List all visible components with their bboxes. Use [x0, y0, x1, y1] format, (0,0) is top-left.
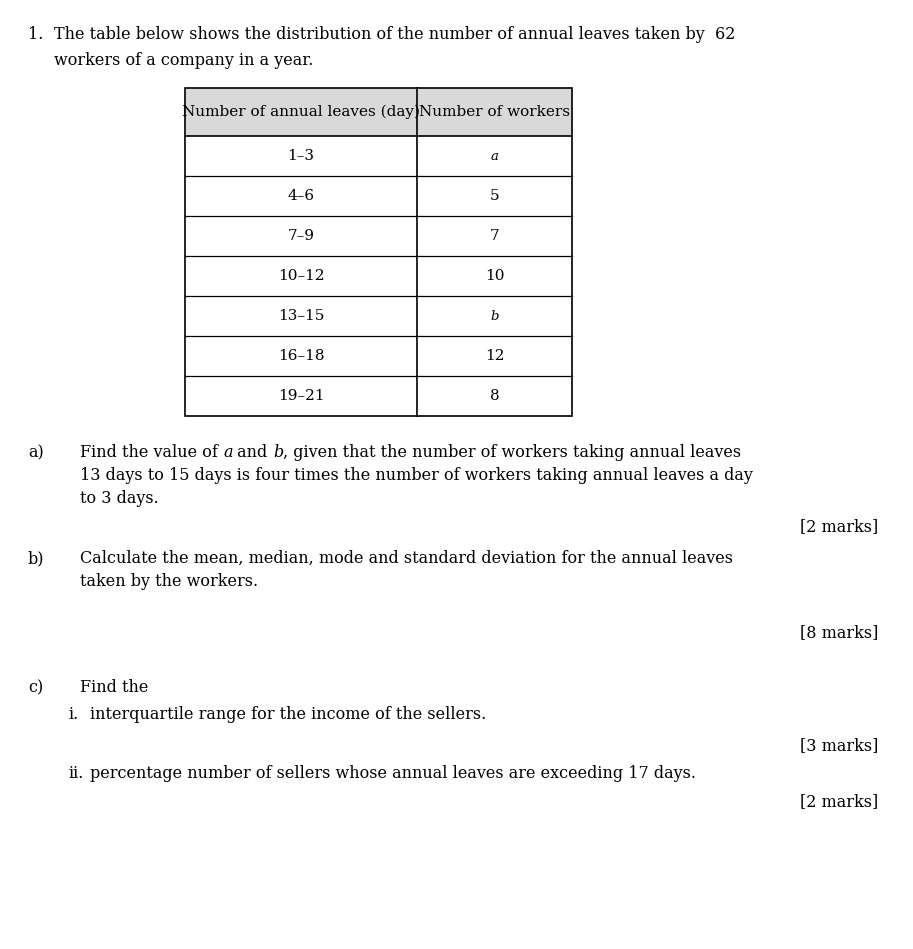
- Text: c): c): [28, 679, 43, 696]
- Text: b: b: [490, 309, 498, 323]
- Text: 13 days to 15 days is four times the number of workers taking annual leaves a da: 13 days to 15 days is four times the num…: [80, 467, 753, 484]
- Text: Number of workers: Number of workers: [419, 105, 570, 119]
- Text: Number of annual leaves (day): Number of annual leaves (day): [182, 104, 420, 120]
- Text: interquartile range for the income of the sellers.: interquartile range for the income of th…: [90, 706, 487, 723]
- Text: 10: 10: [485, 269, 504, 283]
- Text: 10–12: 10–12: [278, 269, 324, 283]
- Text: 12: 12: [485, 349, 504, 363]
- Text: b): b): [28, 550, 45, 567]
- Text: taken by the workers.: taken by the workers.: [80, 573, 258, 590]
- Text: [8 marks]: [8 marks]: [800, 624, 878, 641]
- Text: [3 marks]: [3 marks]: [800, 737, 878, 754]
- Text: b: b: [273, 444, 283, 461]
- Text: percentage number of sellers whose annual leaves are exceeding 17 days.: percentage number of sellers whose annua…: [90, 765, 696, 782]
- Text: 13–15: 13–15: [278, 309, 324, 323]
- Text: Find the: Find the: [80, 679, 149, 696]
- Text: , given that the number of workers taking annual leaves: , given that the number of workers takin…: [283, 444, 741, 461]
- Text: i.: i.: [68, 706, 79, 723]
- Text: 7–9: 7–9: [288, 229, 314, 243]
- Text: Calculate the mean, median, mode and standard deviation for the annual leaves: Calculate the mean, median, mode and sta…: [80, 550, 733, 567]
- Text: 19–21: 19–21: [278, 389, 324, 403]
- Text: [2 marks]: [2 marks]: [800, 518, 878, 535]
- Text: [2 marks]: [2 marks]: [800, 793, 878, 810]
- Text: 8: 8: [489, 389, 499, 403]
- Text: The table below shows the distribution of the number of annual leaves taken by  : The table below shows the distribution o…: [54, 26, 735, 43]
- Bar: [185, 88, 572, 136]
- Text: workers of a company in a year.: workers of a company in a year.: [54, 52, 313, 69]
- Text: a): a): [28, 444, 44, 461]
- Text: ii.: ii.: [68, 765, 83, 782]
- Text: 7: 7: [489, 229, 499, 243]
- Text: 16–18: 16–18: [278, 349, 324, 363]
- Text: a: a: [490, 150, 498, 162]
- Text: 1–3: 1–3: [288, 149, 314, 163]
- Text: a: a: [223, 444, 233, 461]
- Text: 4–6: 4–6: [288, 189, 315, 203]
- Text: Find the value of: Find the value of: [80, 444, 223, 461]
- Text: 5: 5: [489, 189, 499, 203]
- Text: and: and: [233, 444, 273, 461]
- Bar: [185, 88, 572, 416]
- Text: to 3 days.: to 3 days.: [80, 490, 159, 507]
- Text: 1.: 1.: [28, 26, 44, 43]
